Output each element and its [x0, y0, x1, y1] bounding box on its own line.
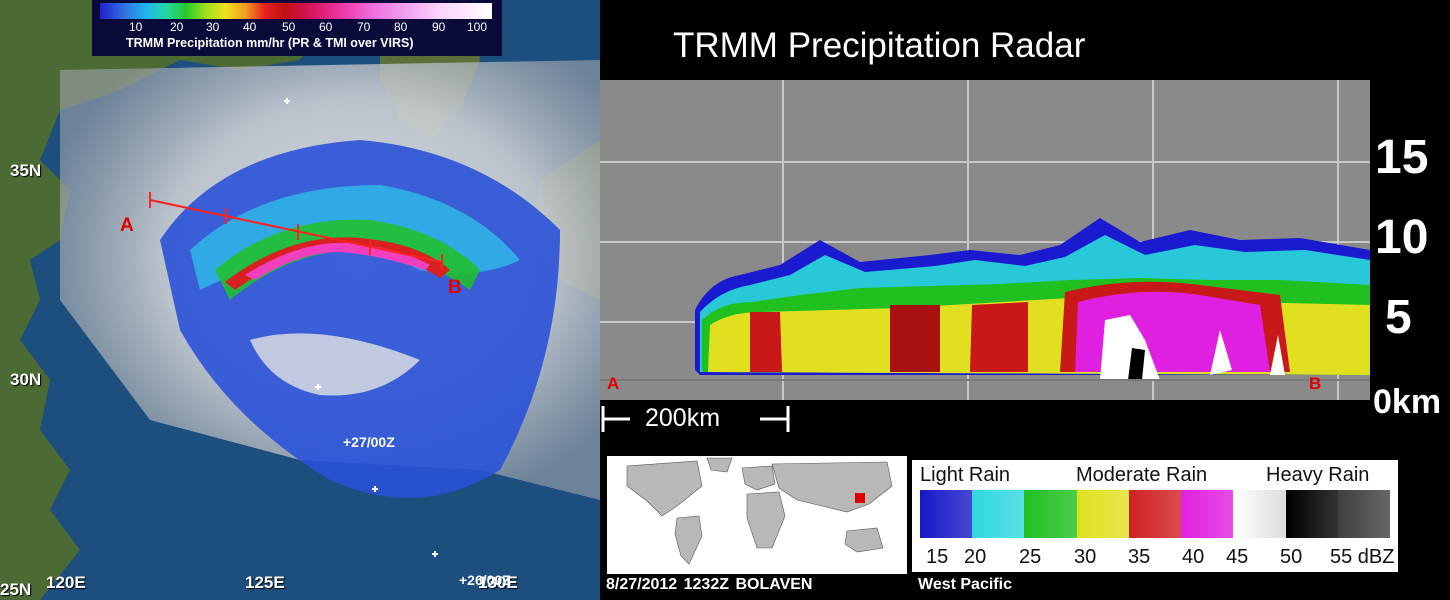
legend-light-rain: Light Rain — [920, 464, 1011, 486]
lon-label-125e: 125E — [245, 573, 285, 592]
xsec-point-a: A — [607, 374, 620, 393]
radar-graphic — [600, 80, 1370, 400]
lat-label-25n: 25N — [0, 580, 32, 599]
map-graphic — [0, 0, 600, 600]
rain-green-band — [215, 219, 480, 300]
footer-region: West Pacific — [918, 576, 1012, 593]
cbar-tick: 100 — [467, 20, 488, 34]
map-point-b: B — [448, 277, 462, 298]
cbar-tick: 80 — [394, 20, 408, 34]
cross-section-line — [149, 192, 443, 270]
lon-label-120e: 120E — [46, 573, 86, 592]
altitude-0km: 0km — [1373, 383, 1442, 421]
rain-peak-band — [245, 242, 430, 280]
legend-swatch — [1285, 490, 1338, 538]
legend-swatch — [1024, 490, 1077, 538]
dbz-tick: 20 — [964, 546, 987, 568]
scale-bar-label: 200km — [645, 404, 721, 432]
precipitation-map: 10 20 30 40 50 60 70 80 90 100 TRMM Prec… — [0, 0, 600, 600]
xsec-point-b: B — [1309, 374, 1322, 393]
rain-heavy-band — [225, 237, 450, 290]
dbz-tick: 30 — [1074, 546, 1097, 568]
world-map-graphic — [626, 457, 893, 565]
distance-scale-bar: 200km — [600, 402, 800, 438]
continent-greenland — [706, 457, 733, 473]
cbar-tick: 20 — [170, 20, 184, 34]
cbar-tick: 60 — [319, 20, 333, 34]
legend-heavy-rain: Heavy Rain — [1266, 464, 1370, 486]
radar-title: TRMM Precipitation Radar — [673, 26, 1086, 65]
cbar-tick: 30 — [206, 20, 220, 34]
track-time-27-00z: +27/00Z — [343, 434, 395, 450]
track-time-26-00z: +26/00Z — [459, 572, 511, 588]
scale-bar-ticks — [601, 406, 790, 432]
continent-africa — [746, 491, 786, 549]
dbz-tick: 25 — [1019, 546, 1042, 568]
legend-moderate-rain: Moderate Rain — [1076, 464, 1208, 486]
altitude-10: 10 — [1375, 211, 1429, 264]
legend-swatch — [1181, 490, 1234, 538]
refl-red-1 — [750, 312, 782, 372]
legend-swatch — [1337, 490, 1390, 538]
legend-swatch — [972, 490, 1025, 538]
colorbar-caption: TRMM Precipitation mm/hr (PR & TMI over … — [126, 36, 414, 50]
legend-swatch — [1233, 490, 1286, 538]
lon-label-130e: 130E — [478, 573, 518, 592]
colorbar-gradient — [100, 3, 492, 19]
legend-swatch — [1076, 490, 1129, 538]
lat-label-30n: 30N — [10, 370, 42, 389]
storm-location-marker — [855, 493, 865, 503]
map-point-a: A — [120, 215, 134, 236]
refl-white — [1100, 315, 1285, 380]
dbz-tick: 35 — [1128, 546, 1151, 568]
dbz-tick: 45 — [1226, 546, 1249, 568]
continent-asia — [771, 461, 893, 513]
grid-markers — [284, 98, 438, 557]
continent-north-america — [626, 460, 703, 517]
legend-swatches — [920, 490, 1390, 538]
dbz-tick: 40 — [1182, 546, 1205, 568]
continent-europe — [741, 465, 776, 491]
legend-swatch — [1128, 490, 1182, 538]
footer-date-storm: 8/27/2012 1232Z BOLAVEN — [606, 576, 813, 593]
lat-label-35n: 35N — [10, 161, 42, 180]
cbar-tick: 40 — [243, 20, 257, 34]
cbar-tick: 10 — [129, 20, 143, 34]
altitude-15: 15 — [1375, 131, 1429, 184]
altitude-5: 5 — [1385, 291, 1412, 344]
cbar-tick: 70 — [357, 20, 371, 34]
cbar-tick: 90 — [432, 20, 446, 34]
continent-south-america — [674, 515, 703, 565]
refl-black — [1128, 348, 1145, 380]
precip-colorbar: 10 20 30 40 50 60 70 80 90 100 TRMM Prec… — [92, 0, 502, 56]
refl-red-2 — [890, 305, 940, 372]
dbz-tick: 15 — [926, 546, 949, 568]
dbz-tick: 50 — [1280, 546, 1303, 568]
dbz-legend: Light Rain Moderate Rain Heavy Rain 15 2… — [912, 460, 1398, 572]
cbar-tick: 50 — [282, 20, 296, 34]
continent-australia — [844, 527, 884, 553]
land-china — [0, 0, 330, 600]
radar-cross-section: A B — [600, 80, 1370, 400]
legend-swatch — [920, 490, 973, 538]
rain-eye — [250, 333, 420, 396]
refl-red-3 — [970, 302, 1028, 372]
dbz-tick: 55 dBZ — [1330, 546, 1395, 568]
world-locator-map — [607, 456, 907, 574]
